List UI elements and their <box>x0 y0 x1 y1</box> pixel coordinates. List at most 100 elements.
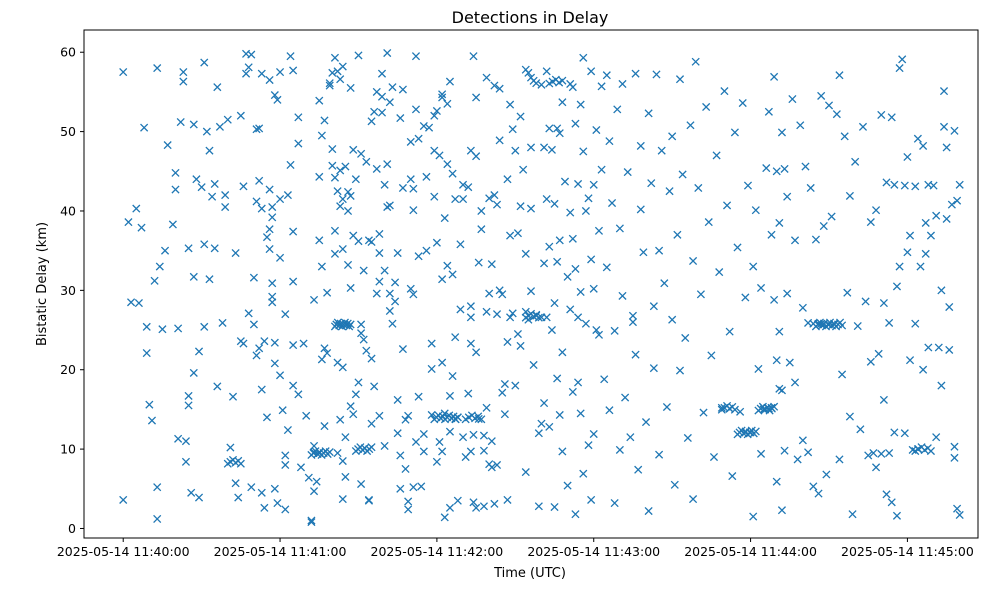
data-point <box>346 320 355 329</box>
data-point <box>537 80 546 89</box>
data-point <box>236 459 245 468</box>
data-point <box>668 132 677 141</box>
data-point <box>187 488 196 497</box>
data-point <box>600 375 609 384</box>
data-point <box>419 121 428 131</box>
data-point <box>409 184 418 193</box>
data-point <box>540 399 549 408</box>
data-point <box>289 227 298 236</box>
data-point <box>647 179 656 188</box>
data-point <box>477 415 486 424</box>
data-point <box>226 443 235 452</box>
data-point <box>856 425 865 434</box>
data-point <box>299 339 308 348</box>
data-point <box>503 495 512 504</box>
data-point <box>320 344 329 353</box>
data-point <box>526 204 536 213</box>
data-point <box>281 451 290 460</box>
data-point <box>411 52 421 61</box>
data-point <box>181 457 191 466</box>
data-point <box>213 382 222 391</box>
data-point <box>281 310 290 319</box>
data-point <box>328 68 337 77</box>
y-tick-label: 60 <box>60 45 76 60</box>
data-point <box>558 76 567 85</box>
data-point <box>900 181 909 190</box>
data-point <box>181 437 191 446</box>
data-point <box>558 98 567 107</box>
data-point <box>404 497 413 506</box>
x-tick-label: 2025-05-14 11:43:00 <box>527 544 660 559</box>
data-point <box>571 510 580 519</box>
data-point <box>754 364 763 373</box>
data-point <box>851 157 860 166</box>
data-point <box>466 313 475 322</box>
x-tick-label: 2025-05-14 11:44:00 <box>684 544 817 559</box>
y-tick-label: 40 <box>60 203 76 218</box>
data-point <box>903 152 912 162</box>
data-point <box>516 112 525 121</box>
data-point <box>336 75 345 84</box>
data-point <box>448 169 457 178</box>
data-point <box>278 406 287 415</box>
data-point <box>845 191 854 200</box>
data-point <box>409 290 418 299</box>
data-point <box>443 261 452 270</box>
data-point <box>785 358 794 367</box>
data-point <box>153 483 162 492</box>
data-point <box>401 464 410 474</box>
data-point <box>265 185 274 194</box>
data-point <box>662 402 671 412</box>
data-point <box>142 348 151 358</box>
data-point <box>252 197 261 206</box>
data-point <box>937 286 946 295</box>
data-point <box>398 183 407 193</box>
data-point <box>516 341 525 350</box>
data-point <box>184 401 193 410</box>
data-point <box>268 279 277 288</box>
data-point <box>208 192 217 201</box>
data-point <box>396 451 405 460</box>
data-point <box>495 286 504 295</box>
data-point <box>330 173 340 182</box>
data-point <box>469 498 478 507</box>
data-point <box>336 415 345 424</box>
data-point <box>762 164 771 173</box>
data-point <box>438 90 447 99</box>
data-point <box>879 395 888 404</box>
data-point <box>919 365 928 374</box>
data-point <box>354 237 363 246</box>
data-point <box>490 81 499 90</box>
data-point <box>756 449 766 458</box>
data-point <box>375 411 384 420</box>
data-point <box>281 460 290 470</box>
y-tick-label: 50 <box>60 124 76 139</box>
data-point <box>610 326 619 335</box>
data-point <box>419 429 428 439</box>
data-point <box>458 195 468 204</box>
data-point <box>377 108 387 117</box>
data-point <box>336 202 345 211</box>
data-point <box>370 382 379 391</box>
data-point <box>184 244 193 253</box>
data-point <box>200 240 209 249</box>
data-point <box>482 73 491 82</box>
data-point <box>804 448 813 457</box>
chart-title: Detections in Delay <box>452 8 609 27</box>
data-point <box>929 181 938 190</box>
data-point <box>605 137 614 146</box>
data-point <box>866 357 875 366</box>
data-point <box>597 82 606 91</box>
data-point <box>262 413 272 422</box>
data-point <box>835 455 844 464</box>
data-point <box>351 390 360 399</box>
data-point <box>843 288 852 297</box>
data-point <box>257 69 266 78</box>
data-point <box>482 307 491 316</box>
data-point <box>866 218 875 227</box>
data-point <box>571 119 580 128</box>
data-point <box>576 287 585 296</box>
data-point <box>482 403 491 412</box>
data-point <box>587 495 596 504</box>
data-point <box>357 149 366 158</box>
